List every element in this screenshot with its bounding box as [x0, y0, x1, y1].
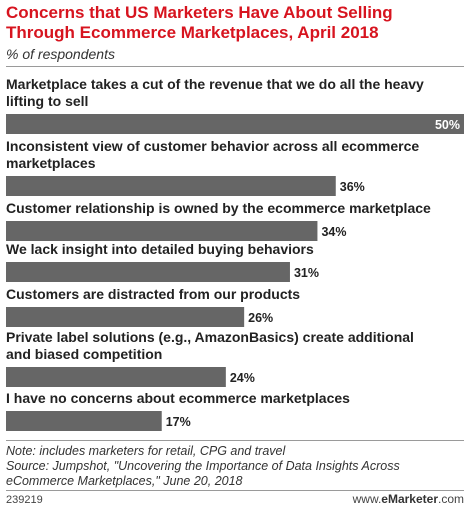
- value-label: 26%: [248, 311, 273, 325]
- value-label: 17%: [166, 415, 191, 429]
- footer-divider: [6, 490, 464, 491]
- bar: [6, 411, 162, 431]
- category-label: Inconsistent view of customer behavior a…: [6, 138, 419, 171]
- bar: [6, 221, 318, 241]
- chart-title: Concerns that US Marketers Have About Se…: [6, 3, 393, 42]
- category-label: Customer relationship is owned by the ec…: [6, 200, 431, 216]
- value-label: 31%: [294, 266, 319, 280]
- bar: [6, 262, 290, 282]
- value-label: 24%: [230, 371, 255, 385]
- bar: [6, 176, 336, 196]
- brand-name: eMarketer: [381, 492, 438, 506]
- category-label: We lack insight into detailed buying beh…: [6, 241, 314, 257]
- bar: [6, 114, 464, 134]
- brand-prefix: www.: [352, 492, 382, 506]
- chart-footnote: Note: includes marketers for retail, CPG…: [6, 444, 464, 489]
- source-text: Source: Jumpshot, "Uncovering the Import…: [6, 459, 400, 488]
- chart-id: 239219: [6, 494, 43, 506]
- category-label: Customers are distracted from our produc…: [6, 286, 300, 302]
- category-label: I have no concerns about ecommerce marke…: [6, 390, 350, 406]
- bar: [6, 367, 226, 387]
- bar-chart: Marketplace takes a cut of the revenue t…: [6, 76, 464, 431]
- brand-logo: www.eMarketer.com: [353, 492, 464, 506]
- top-divider: [6, 66, 464, 67]
- category-label: Private label solutions (e.g., AmazonBas…: [6, 329, 414, 362]
- note-text: Note: includes marketers for retail, CPG…: [6, 444, 286, 458]
- brand-suffix: .com: [437, 492, 464, 506]
- value-label: 36%: [340, 180, 365, 194]
- bar: [6, 307, 245, 327]
- value-label: 50%: [435, 118, 460, 132]
- bottom-divider: [6, 440, 464, 441]
- value-label: 34%: [321, 225, 346, 239]
- chart-subtitle: % of respondents: [6, 46, 115, 62]
- category-label: Marketplace takes a cut of the revenue t…: [6, 76, 424, 109]
